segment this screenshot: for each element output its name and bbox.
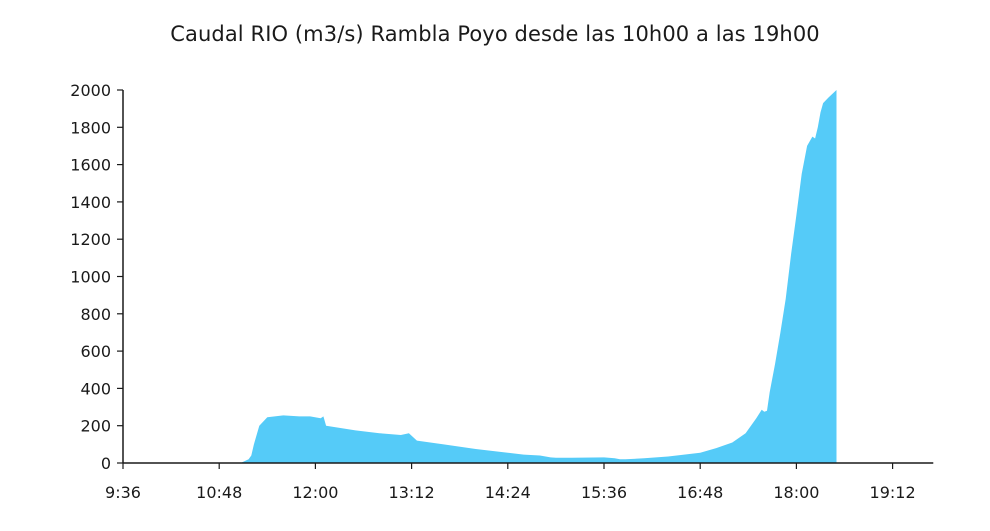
y-tick-label: 800 xyxy=(80,305,111,324)
x-tick-label: 10:48 xyxy=(196,483,242,502)
x-axis-ticks: 9:36 10:48 12:00 13:12 14:24 15:36 16:48 18:00 1… xyxy=(105,463,916,502)
y-tick-label: 0 xyxy=(101,454,111,473)
y-tick-label: 1600 xyxy=(70,156,111,175)
y-tick-label: 1000 xyxy=(70,268,111,287)
y-tick-label: 1400 xyxy=(70,193,111,212)
x-tick-label: 12:00 xyxy=(292,483,338,502)
flow-area-series-0 xyxy=(123,90,837,463)
chart-title: Caudal RIO (m3/s) Rambla Poyo desde las … xyxy=(170,22,820,46)
x-tick-label: 15:36 xyxy=(581,483,627,502)
x-tick-label: 13:12 xyxy=(389,483,435,502)
x-tick-label: 19:12 xyxy=(870,483,916,502)
y-tick-label: 1800 xyxy=(70,118,111,137)
x-tick-label: 16:48 xyxy=(677,483,723,502)
x-tick-label: 9:36 xyxy=(105,483,141,502)
y-tick-label: 200 xyxy=(80,417,111,436)
y-axis-ticks: 0 200 400 600 800 1000 1200 1400 1600 1800 2000 xyxy=(70,81,123,473)
y-tick-label: 400 xyxy=(80,379,111,398)
y-tick-label: 600 xyxy=(80,342,111,361)
x-tick-label: 18:00 xyxy=(773,483,819,502)
y-tick-label: 1200 xyxy=(70,230,111,249)
x-tick-label: 14:24 xyxy=(485,483,531,502)
plot-area xyxy=(123,90,837,463)
y-tick-label: 2000 xyxy=(70,81,111,100)
